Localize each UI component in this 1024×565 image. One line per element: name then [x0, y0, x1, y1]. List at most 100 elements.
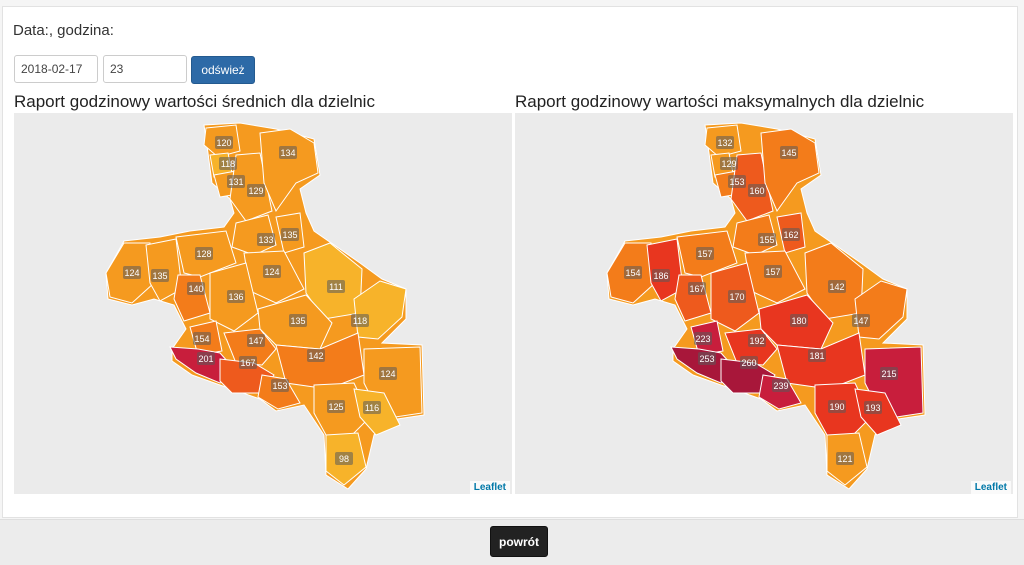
district-value-label: 260	[741, 358, 756, 368]
date-input[interactable]	[14, 55, 98, 83]
district-value-marker[interactable]: 128	[195, 247, 213, 260]
district-value-marker[interactable]: 135	[151, 269, 169, 282]
district-value-marker[interactable]: 142	[307, 349, 325, 362]
district-value-label: 142	[829, 282, 844, 292]
avg-map-title: Raport godzinowy wartości średnich dla d…	[14, 92, 375, 111]
district-value-badge	[698, 352, 716, 365]
district-value-label: 154	[625, 268, 640, 278]
refresh-button[interactable]: odśwież	[191, 56, 255, 84]
district-value-label: 142	[308, 351, 323, 361]
district-value-marker[interactable]: 121	[836, 452, 854, 465]
district-value-marker[interactable]: 135	[289, 314, 307, 327]
district-value-marker[interactable]: 131	[227, 175, 245, 188]
district-value-marker[interactable]: 133	[257, 233, 275, 246]
district-value-marker[interactable]: 260	[740, 356, 758, 369]
district-value-marker[interactable]: 153	[728, 175, 746, 188]
district-value-marker[interactable]: 129	[720, 157, 738, 170]
district-value-label: 140	[188, 284, 203, 294]
district-value-marker[interactable]: 154	[624, 266, 642, 279]
district-value-marker[interactable]: 125	[327, 400, 345, 413]
district-value-marker[interactable]: 167	[239, 356, 257, 369]
district-value-marker[interactable]: 147	[852, 314, 870, 327]
district-value-label: 153	[729, 177, 744, 187]
district-value-marker[interactable]: 135	[281, 228, 299, 241]
district-value-marker[interactable]: 134	[279, 146, 297, 159]
district-value-badge	[748, 184, 766, 197]
district-value-marker[interactable]: 190	[828, 400, 846, 413]
district-value-marker[interactable]: 167	[688, 282, 706, 295]
district-value-badge	[239, 356, 257, 369]
leaflet-attribution-link[interactable]: Leaflet	[970, 481, 1011, 494]
back-button[interactable]: powrót	[490, 526, 548, 557]
district-value-label: 147	[248, 336, 263, 346]
district-value-badge	[263, 265, 281, 278]
district-value-marker[interactable]: 253	[698, 352, 716, 365]
district-value-marker[interactable]: 192	[748, 334, 766, 347]
district-value-marker[interactable]: 223	[694, 332, 712, 345]
district-value-marker[interactable]: 180	[790, 314, 808, 327]
district-value-marker[interactable]: 118	[219, 157, 237, 170]
district-value-label: 167	[240, 358, 255, 368]
district-value-badge	[219, 157, 237, 170]
district-value-badge	[289, 314, 307, 327]
district-value-badge	[728, 175, 746, 188]
district-value-marker[interactable]: 147	[247, 334, 265, 347]
district-value-marker[interactable]: 116	[363, 401, 381, 414]
district-value-marker[interactable]: 124	[263, 265, 281, 278]
district-value-label: 135	[152, 271, 167, 281]
district-value-label: 147	[853, 316, 868, 326]
district-value-marker[interactable]: 155	[758, 233, 776, 246]
district-value-badge	[720, 157, 738, 170]
district-value-marker[interactable]: 239	[772, 379, 790, 392]
district-value-marker[interactable]: 132	[716, 136, 734, 149]
district-value-badge	[247, 334, 265, 347]
district-value-marker[interactable]: 162	[782, 228, 800, 241]
district-value-marker[interactable]: 186	[652, 269, 670, 282]
district-value-marker[interactable]: 154	[193, 332, 211, 345]
district-value-badge	[694, 332, 712, 345]
district-value-marker[interactable]: 215	[880, 367, 898, 380]
district-value-marker[interactable]: 120	[215, 136, 233, 149]
district-value-marker[interactable]: 136	[227, 290, 245, 303]
district-area[interactable]	[259, 128, 319, 213]
district-value-label: 131	[228, 177, 243, 187]
district-value-label: 121	[837, 454, 852, 464]
district-value-label: 118	[221, 159, 235, 169]
district-value-badge	[880, 367, 898, 380]
hour-input[interactable]	[103, 55, 187, 83]
district-value-badge	[197, 352, 215, 365]
district-value-marker[interactable]: 142	[828, 280, 846, 293]
district-value-badge	[195, 247, 213, 260]
district-value-marker[interactable]: 157	[696, 247, 714, 260]
district-value-marker[interactable]: 181	[808, 349, 826, 362]
district-value-label: 129	[721, 159, 736, 169]
leaflet-attribution-link[interactable]: Leaflet	[469, 481, 510, 494]
district-value-marker[interactable]: 145	[780, 146, 798, 159]
district-value-label: 129	[248, 186, 263, 196]
district-value-badge	[193, 332, 211, 345]
max-district-map[interactable]: 132 129 153 160 145 155 162 154 186 157 167 157 170 1…	[515, 113, 1013, 494]
district-value-marker[interactable]: 170	[728, 290, 746, 303]
district-value-badge	[335, 452, 353, 465]
district-value-badge	[215, 136, 233, 149]
avg-district-map[interactable]: 120 118 131 129 134 133 135 124 135 128 140 124 136 1…	[14, 113, 512, 494]
district-value-label: 132	[717, 138, 732, 148]
district-value-marker[interactable]: 129	[247, 184, 265, 197]
district-area[interactable]	[760, 128, 820, 213]
district-value-marker[interactable]: 98	[335, 452, 353, 465]
district-value-badge	[782, 228, 800, 241]
district-value-marker[interactable]: 157	[764, 265, 782, 278]
district-value-label: 133	[258, 235, 273, 245]
district-value-marker[interactable]: 118	[351, 314, 369, 327]
max-map-canvas: 132 129 153 160 145 155 162 154 186 157 167 157 170 1…	[606, 122, 926, 490]
district-value-marker[interactable]: 124	[123, 266, 141, 279]
district-value-marker[interactable]: 160	[748, 184, 766, 197]
district-value-marker[interactable]: 193	[864, 401, 882, 414]
district-value-marker[interactable]: 201	[197, 352, 215, 365]
district-value-marker[interactable]: 140	[187, 282, 205, 295]
district-value-marker[interactable]: 111	[327, 280, 345, 293]
district-value-badge	[247, 184, 265, 197]
district-value-badge	[652, 269, 670, 282]
district-value-marker[interactable]: 124	[379, 367, 397, 380]
district-value-marker[interactable]: 153	[271, 379, 289, 392]
